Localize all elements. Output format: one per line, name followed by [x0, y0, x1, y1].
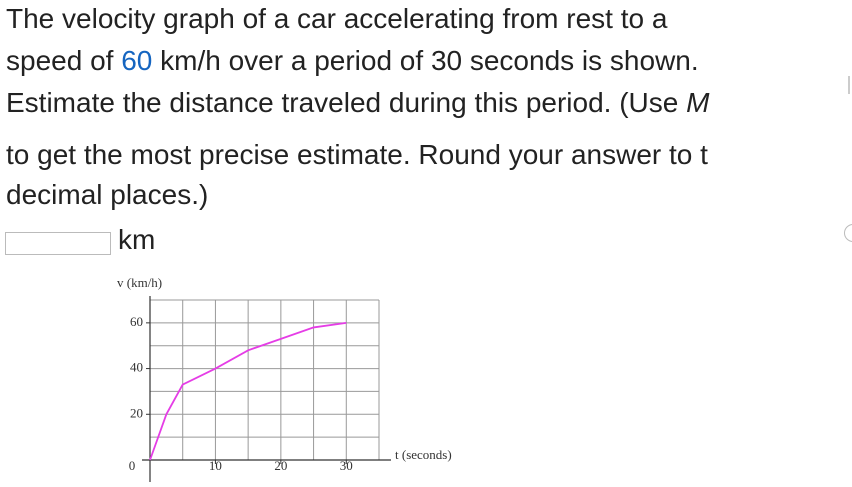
x-tick-label: 10 — [209, 458, 222, 473]
y-tick-label: 40 — [130, 360, 143, 375]
answer-input[interactable] — [5, 232, 111, 255]
text: Estimate the distance traveled during th… — [6, 87, 687, 118]
x-tick-label: 20 — [274, 458, 287, 473]
question-line: to get the most precise estimate. Round … — [6, 139, 708, 170]
text: speed of — [6, 45, 122, 76]
y-tick-label: 20 — [130, 405, 143, 420]
y-tick-label: 60 — [130, 314, 143, 329]
velocity-curve — [149, 321, 347, 461]
x-axis-label: t (seconds) — [395, 447, 452, 462]
scroll-mark — [848, 76, 850, 94]
text: km/h over a period of 30 seconds is show… — [152, 45, 699, 76]
question-line: The velocity graph of a car accelerating… — [6, 3, 668, 34]
question-line: speed of 60 km/h over a period of 30 sec… — [6, 44, 699, 78]
y-axis-label: v (km/h) — [117, 275, 162, 290]
question-line: decimal places.) — [6, 179, 209, 210]
question-line: Estimate the distance traveled during th… — [6, 86, 709, 120]
text: M — [686, 87, 710, 118]
unit-label: km — [118, 224, 156, 255]
x-tick-label: 30 — [340, 458, 353, 473]
x-tick-label: 0 — [129, 458, 136, 473]
highlight-number: 60 — [121, 45, 153, 76]
